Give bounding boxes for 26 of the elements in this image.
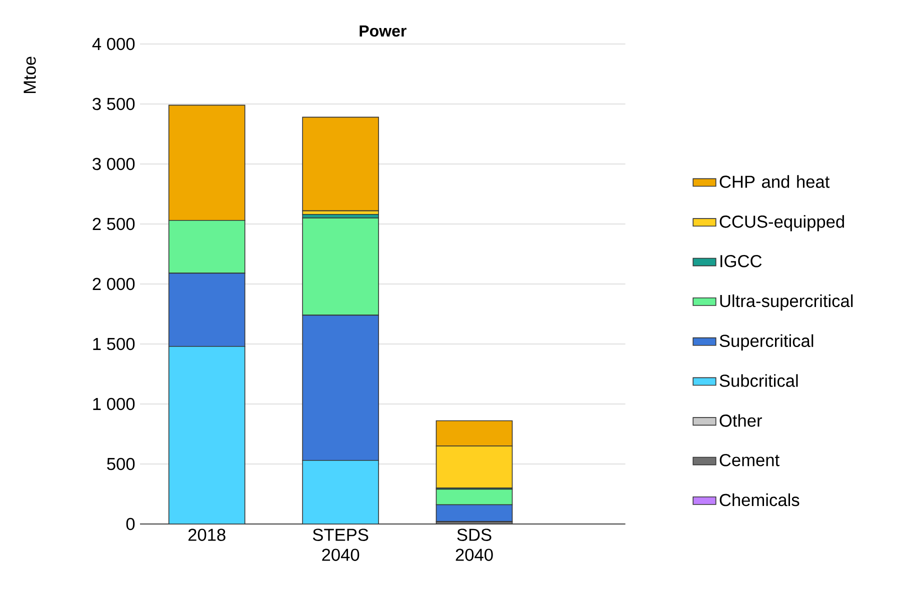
bar	[168, 346, 246, 524]
y-tick-label: 1 000	[93, 398, 135, 410]
x-tick-label: 2018	[188, 528, 226, 541]
chart-title: Power	[360, 25, 406, 37]
y-tick-label: 1 500	[93, 338, 135, 350]
x-tick-label: SDS 2040	[456, 528, 493, 561]
legend-label: IGCC	[720, 254, 762, 268]
legend-label: Ultra-supercritical	[720, 294, 853, 311]
legend-label: Subcritical	[720, 374, 798, 387]
y-tick-label: 2 000	[92, 278, 135, 290]
legend-label: Supercritical	[720, 334, 814, 350]
y-tick-label: 4 000	[92, 38, 135, 50]
legend-label: Cement	[720, 454, 780, 466]
x-tick-label: STEPS 2040	[312, 528, 368, 561]
y-tick-label: 3 500	[92, 98, 135, 110]
bar	[302, 116, 379, 212]
legend-label: CHP and heat	[720, 175, 830, 188]
y-tick-label: 0	[126, 518, 135, 530]
y-tick-label: 2 500	[92, 218, 135, 230]
legend-label: CCUS-equipped	[720, 215, 844, 232]
y-tick-label: 3 000	[92, 158, 135, 170]
y-axis-title: Mtoe	[24, 56, 36, 94]
bar	[302, 460, 379, 524]
legend-label: Other	[720, 414, 762, 427]
y-tick-label: 500	[107, 458, 135, 470]
legend-label: Chemicals	[720, 493, 800, 506]
